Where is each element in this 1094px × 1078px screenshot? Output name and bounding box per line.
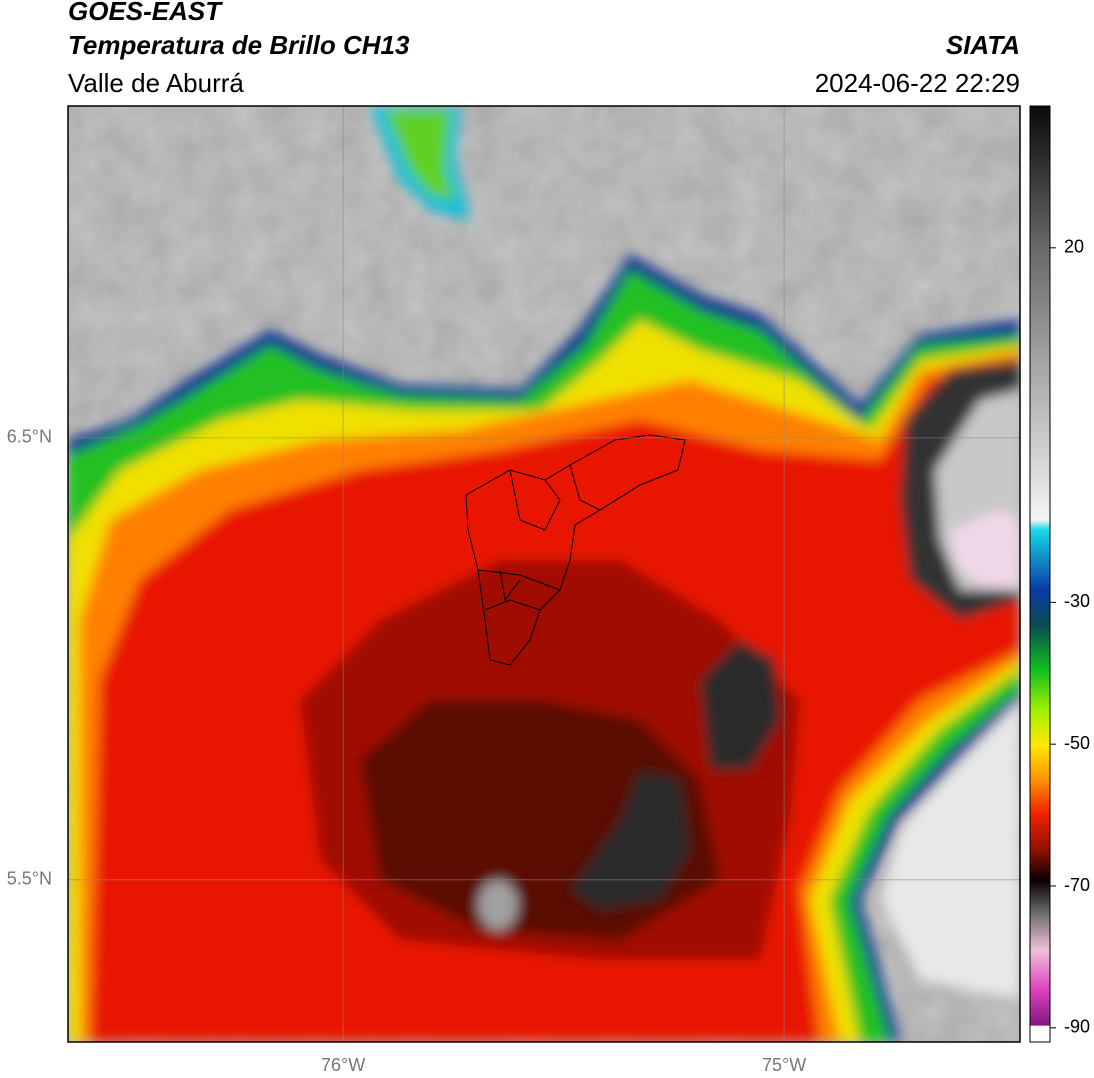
grid	[68, 106, 1020, 1042]
title: GOES-EAST	[68, 0, 223, 26]
colorbar-tick-label: -90	[1064, 1017, 1090, 1037]
municipal-boundaries	[465, 434, 686, 666]
satellite-image	[68, 106, 1020, 1042]
subtitle: Temperatura de Brillo CH13	[68, 30, 410, 60]
colorbar-tick-label: -30	[1064, 591, 1090, 611]
colorbar	[1029, 105, 1051, 1043]
x-tick-label: 76°W	[321, 1055, 365, 1075]
source: SIATA	[946, 30, 1020, 60]
colorbar-tick-label: 20	[1064, 237, 1084, 257]
datetime: 2024-06-22 22:29	[815, 68, 1020, 98]
colorbar-tick-label: -70	[1064, 875, 1090, 895]
y-tick-label: 5.5°N	[7, 869, 52, 889]
region: Valle de Aburrá	[68, 68, 244, 98]
x-tick-label: 75°W	[762, 1055, 806, 1075]
y-tick-label: 6.5°N	[7, 427, 52, 447]
map-frame	[67, 105, 1021, 1043]
colorbar-tick-label: -50	[1064, 733, 1090, 753]
